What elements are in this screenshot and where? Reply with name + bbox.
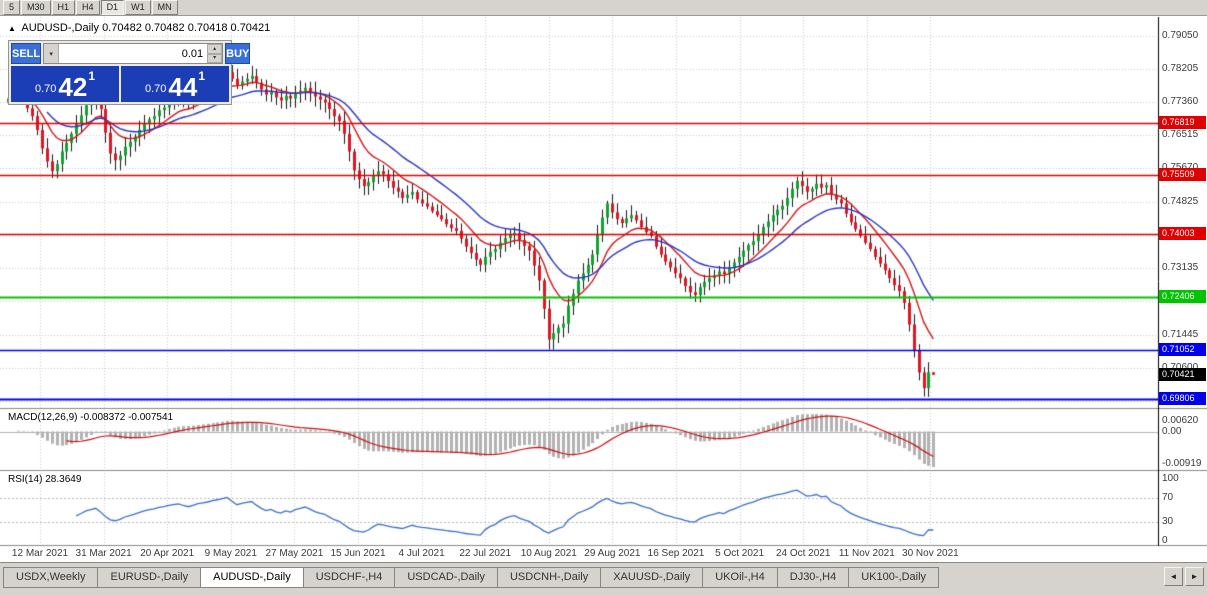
tab-usdcad-daily[interactable]: USDCAD-,Daily	[394, 567, 498, 588]
buy-price-display[interactable]: 0.70 44 1	[121, 66, 229, 102]
lot-dropdown-arrow-icon[interactable]: ▾	[44, 44, 60, 63]
buy-price-prefix: 0.70	[144, 83, 167, 95]
timeframe-button-mn[interactable]: MN	[151, 0, 178, 15]
tab-scroll-right-icon[interactable]: ►	[1185, 567, 1204, 586]
timeframe-button-m30[interactable]: M30	[21, 0, 51, 15]
tab-eurusd-daily[interactable]: EURUSD-,Daily	[97, 567, 202, 588]
timeframe-button-w1[interactable]: W1	[125, 0, 151, 15]
chart-canvas[interactable]	[0, 16, 1207, 562]
tab-ukoil-h4[interactable]: UKOil-,H4	[702, 567, 778, 588]
tab-audusd-daily[interactable]: AUDUSD-,Daily	[200, 567, 304, 588]
lot-size-control: ▾ ▴ ▾	[43, 43, 224, 64]
timeframe-toolbar: 5 M30 H1 H4 D1 W1 MN	[0, 0, 1207, 16]
lot-spin-down-icon[interactable]: ▾	[207, 53, 223, 63]
timeframe-button-h4[interactable]: H4	[76, 0, 100, 15]
lot-size-input[interactable]	[59, 44, 208, 63]
sell-price-pipette: 1	[88, 69, 96, 83]
timeframe-button-h1[interactable]: H1	[51, 0, 76, 15]
tab-usdcnh-daily[interactable]: USDCNH-,Daily	[496, 567, 602, 588]
tab-scroll-buttons: ◄ ►	[1164, 567, 1204, 586]
sell-price-big-digits: 42	[58, 72, 88, 102]
timeframe-button-5[interactable]: 5	[3, 0, 21, 15]
one-click-trade-panel: SELL ▾ ▴ ▾ BUY 0.70 42 1 0.70 44 1	[8, 40, 251, 105]
tab-usdchf-h4[interactable]: USDCHF-,H4	[302, 567, 396, 588]
tab-xauusd-daily[interactable]: XAUUSD-,Daily	[600, 567, 704, 588]
chart-tab-bar: USDX,Weekly EURUSD-,Daily AUDUSD-,Daily USD…	[0, 562, 1207, 595]
tab-uk100-daily[interactable]: UK100-,Daily	[848, 567, 940, 588]
timeframe-button-d1[interactable]: D1	[100, 0, 125, 15]
tab-scroll-left-icon[interactable]: ◄	[1164, 567, 1183, 586]
sell-button[interactable]: SELL	[11, 43, 42, 64]
lot-spin-up-icon[interactable]: ▴	[207, 44, 223, 54]
buy-button[interactable]: BUY	[225, 43, 251, 64]
buy-price-pipette: 1	[198, 69, 206, 83]
buy-price-big-digits: 44	[168, 72, 198, 102]
sell-price-prefix: 0.70	[34, 83, 57, 95]
tab-dj30-h4[interactable]: DJ30-,H4	[776, 567, 850, 588]
tab-usdx-weekly[interactable]: USDX,Weekly	[3, 567, 99, 588]
sell-price-display[interactable]: 0.70 42 1	[11, 66, 119, 102]
